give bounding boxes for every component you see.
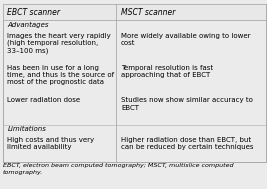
Text: More widely available owing to lower
cost: More widely available owing to lower cos… <box>121 33 250 46</box>
Text: Lower radiation dose: Lower radiation dose <box>7 97 81 103</box>
FancyBboxPatch shape <box>3 4 266 162</box>
Text: Higher radiation dose than EBCT, but
can be reduced by certain techniques: Higher radiation dose than EBCT, but can… <box>121 137 253 150</box>
Text: Advantages: Advantages <box>7 22 49 28</box>
FancyBboxPatch shape <box>3 4 266 20</box>
Text: EBCT scanner: EBCT scanner <box>7 8 61 17</box>
Text: High costs and thus very
limited availability: High costs and thus very limited availab… <box>7 137 95 150</box>
Text: Temporal resolution is fast
approaching that of EBCT: Temporal resolution is fast approaching … <box>121 65 213 78</box>
Text: Limitations: Limitations <box>7 126 46 132</box>
Text: EBCT, electron beam computed tomography; MSCT, multislice computed
tomography.: EBCT, electron beam computed tomography;… <box>3 163 233 175</box>
Text: Has been in use for a long
time, and thus is the source of
most of the prognosti: Has been in use for a long time, and thu… <box>7 65 115 85</box>
Text: MSCT scanner: MSCT scanner <box>121 8 175 17</box>
Text: Images the heart very rapidly
(high temporal resolution,
33–100 ms): Images the heart very rapidly (high temp… <box>7 33 111 54</box>
Text: Studies now show similar accuracy to
EBCT: Studies now show similar accuracy to EBC… <box>121 97 253 111</box>
